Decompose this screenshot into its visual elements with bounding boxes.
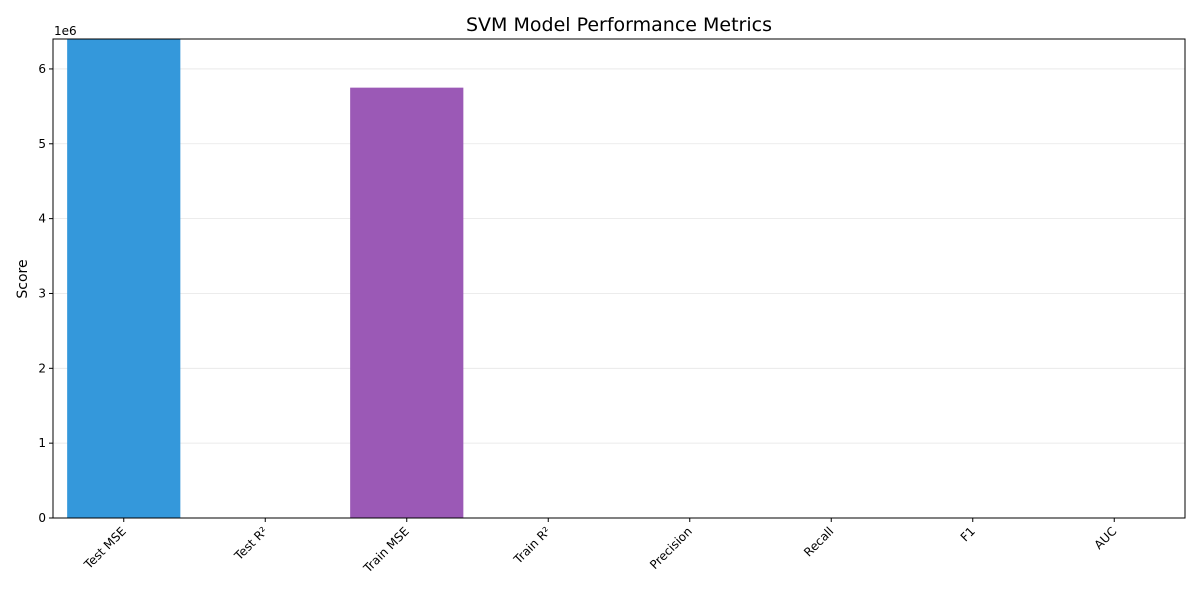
- y-axis-label: Score: [15, 259, 31, 298]
- x-tick-label: Test R²: [231, 524, 270, 563]
- y-axis-offset-label: 1e6: [54, 24, 77, 38]
- chart-title: SVM Model Performance Metrics: [466, 14, 772, 36]
- x-tick-label: AUC: [1092, 524, 1120, 552]
- y-tick-label: 3: [38, 286, 46, 300]
- y-axis-ticks: 0 1 2 3 4 5 6: [38, 62, 53, 525]
- y-tick-label: 6: [38, 62, 46, 76]
- plot-area-frame: [52, 38, 1186, 519]
- y-tick-label: 0: [38, 511, 46, 525]
- y-tick-label: 2: [38, 361, 46, 375]
- x-tick-label: Train R²: [510, 524, 553, 567]
- bars: [67, 39, 464, 518]
- y-tick-label: 5: [38, 137, 46, 151]
- grid-lines: [53, 68, 1185, 519]
- y-tick-label: 1: [38, 436, 46, 450]
- x-tick-label: Train MSE: [360, 524, 412, 576]
- bar-test-mse: [67, 39, 181, 518]
- x-tick-label: Recall: [801, 524, 836, 559]
- x-tick-label: F1: [958, 524, 978, 544]
- x-axis-ticks: Test MSE Test R² Train MSE Train R² Precisio…: [81, 518, 1120, 576]
- x-tick-label: Precision: [647, 524, 695, 572]
- bar-train-mse: [350, 87, 464, 518]
- x-tick-label: Test MSE: [81, 524, 129, 572]
- y-tick-label: 4: [38, 212, 46, 226]
